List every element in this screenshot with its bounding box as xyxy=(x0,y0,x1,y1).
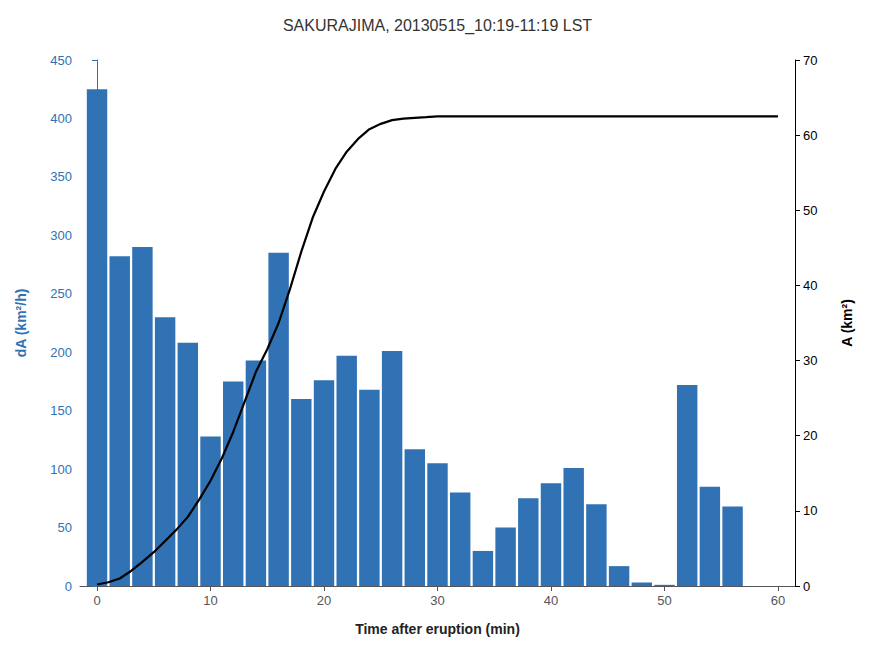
svg-text:400: 400 xyxy=(50,111,72,126)
svg-text:40: 40 xyxy=(544,593,558,608)
svg-text:0: 0 xyxy=(803,579,810,594)
svg-text:0: 0 xyxy=(65,579,72,594)
svg-text:60: 60 xyxy=(771,593,785,608)
svg-text:40: 40 xyxy=(803,278,817,293)
svg-text:20: 20 xyxy=(317,593,331,608)
svg-text:0: 0 xyxy=(93,593,100,608)
svg-text:200: 200 xyxy=(50,345,72,360)
svg-text:100: 100 xyxy=(50,462,72,477)
svg-text:20: 20 xyxy=(803,428,817,443)
svg-text:300: 300 xyxy=(50,228,72,243)
svg-text:Time after eruption (min): Time after eruption (min) xyxy=(355,621,520,637)
svg-text:250: 250 xyxy=(50,286,72,301)
svg-text:A (km²): A (km²) xyxy=(839,299,855,347)
svg-text:50: 50 xyxy=(657,593,671,608)
svg-text:30: 30 xyxy=(430,593,444,608)
svg-text:350: 350 xyxy=(50,169,72,184)
svg-text:450: 450 xyxy=(50,53,72,68)
svg-text:SAKURAJIMA, 20130515_10:19-11:: SAKURAJIMA, 20130515_10:19-11:19 LST xyxy=(283,17,592,35)
svg-text:50: 50 xyxy=(803,203,817,218)
svg-text:10: 10 xyxy=(803,503,817,518)
svg-text:10: 10 xyxy=(203,593,217,608)
svg-text:50: 50 xyxy=(58,520,72,535)
svg-text:60: 60 xyxy=(803,128,817,143)
svg-text:150: 150 xyxy=(50,403,72,418)
svg-text:dA (km²/h): dA (km²/h) xyxy=(13,289,29,358)
svg-text:70: 70 xyxy=(803,53,817,68)
svg-text:30: 30 xyxy=(803,353,817,368)
